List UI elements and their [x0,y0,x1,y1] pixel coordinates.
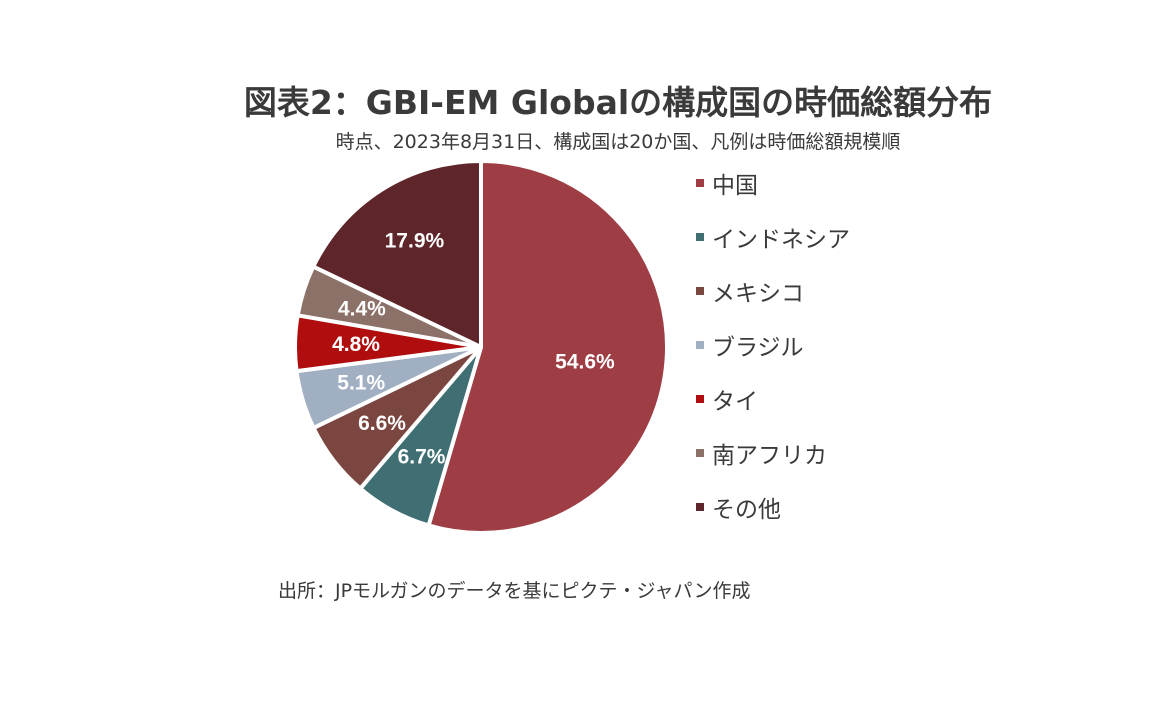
pie-data-label: 54.6% [555,350,615,373]
chart-legend: 中国インドネシア メキシコブラジルタイ南アフリカその他 [696,165,996,535]
legend-label: 中国 [712,173,758,199]
legend-label: ブラジル [712,335,804,361]
legend-swatch [696,287,704,295]
legend-swatch [696,233,704,241]
pie-slice [311,159,483,349]
legend-item: タイ [696,381,758,417]
pie-data-label: 4.8% [332,333,380,356]
legend-item: その他 [696,489,781,525]
legend-label: 南アフリカ [712,443,827,469]
legend-swatch [696,395,704,403]
legend-label: その他 [712,497,781,523]
legend-label: メキシコ [712,281,804,307]
legend-swatch [696,179,704,187]
chart-title: 図表2：GBI-EM Globalの構成国の時価総額分布 [243,83,993,122]
pie-data-label: 6.6% [358,412,406,435]
legend-swatch [696,503,704,511]
legend-item: 中国 [696,165,758,201]
pie-data-label: 17.9% [385,230,445,253]
legend-swatch [696,449,704,457]
legend-item: 南アフリカ [696,435,827,471]
chart-subtitle: 時点、2023年8月31日、構成国は20か国、凡例は時価総額規模順 [335,131,901,153]
legend-swatch [696,341,704,349]
legend-label: インドネシア [712,227,850,253]
pie-data-label: 4.4% [338,297,386,320]
legend-item: インドネシア [696,219,850,255]
pie-data-label: 6.7% [398,445,446,468]
legend-item: メキシコ [696,273,804,309]
source-note: 出所：JPモルガンのデータを基にピクテ・ジャパン作成 [278,580,751,602]
legend-label: タイ [712,389,758,415]
pie-slice [426,159,669,535]
legend-item: ブラジル [696,327,804,363]
pie-data-label: 5.1% [337,371,385,394]
